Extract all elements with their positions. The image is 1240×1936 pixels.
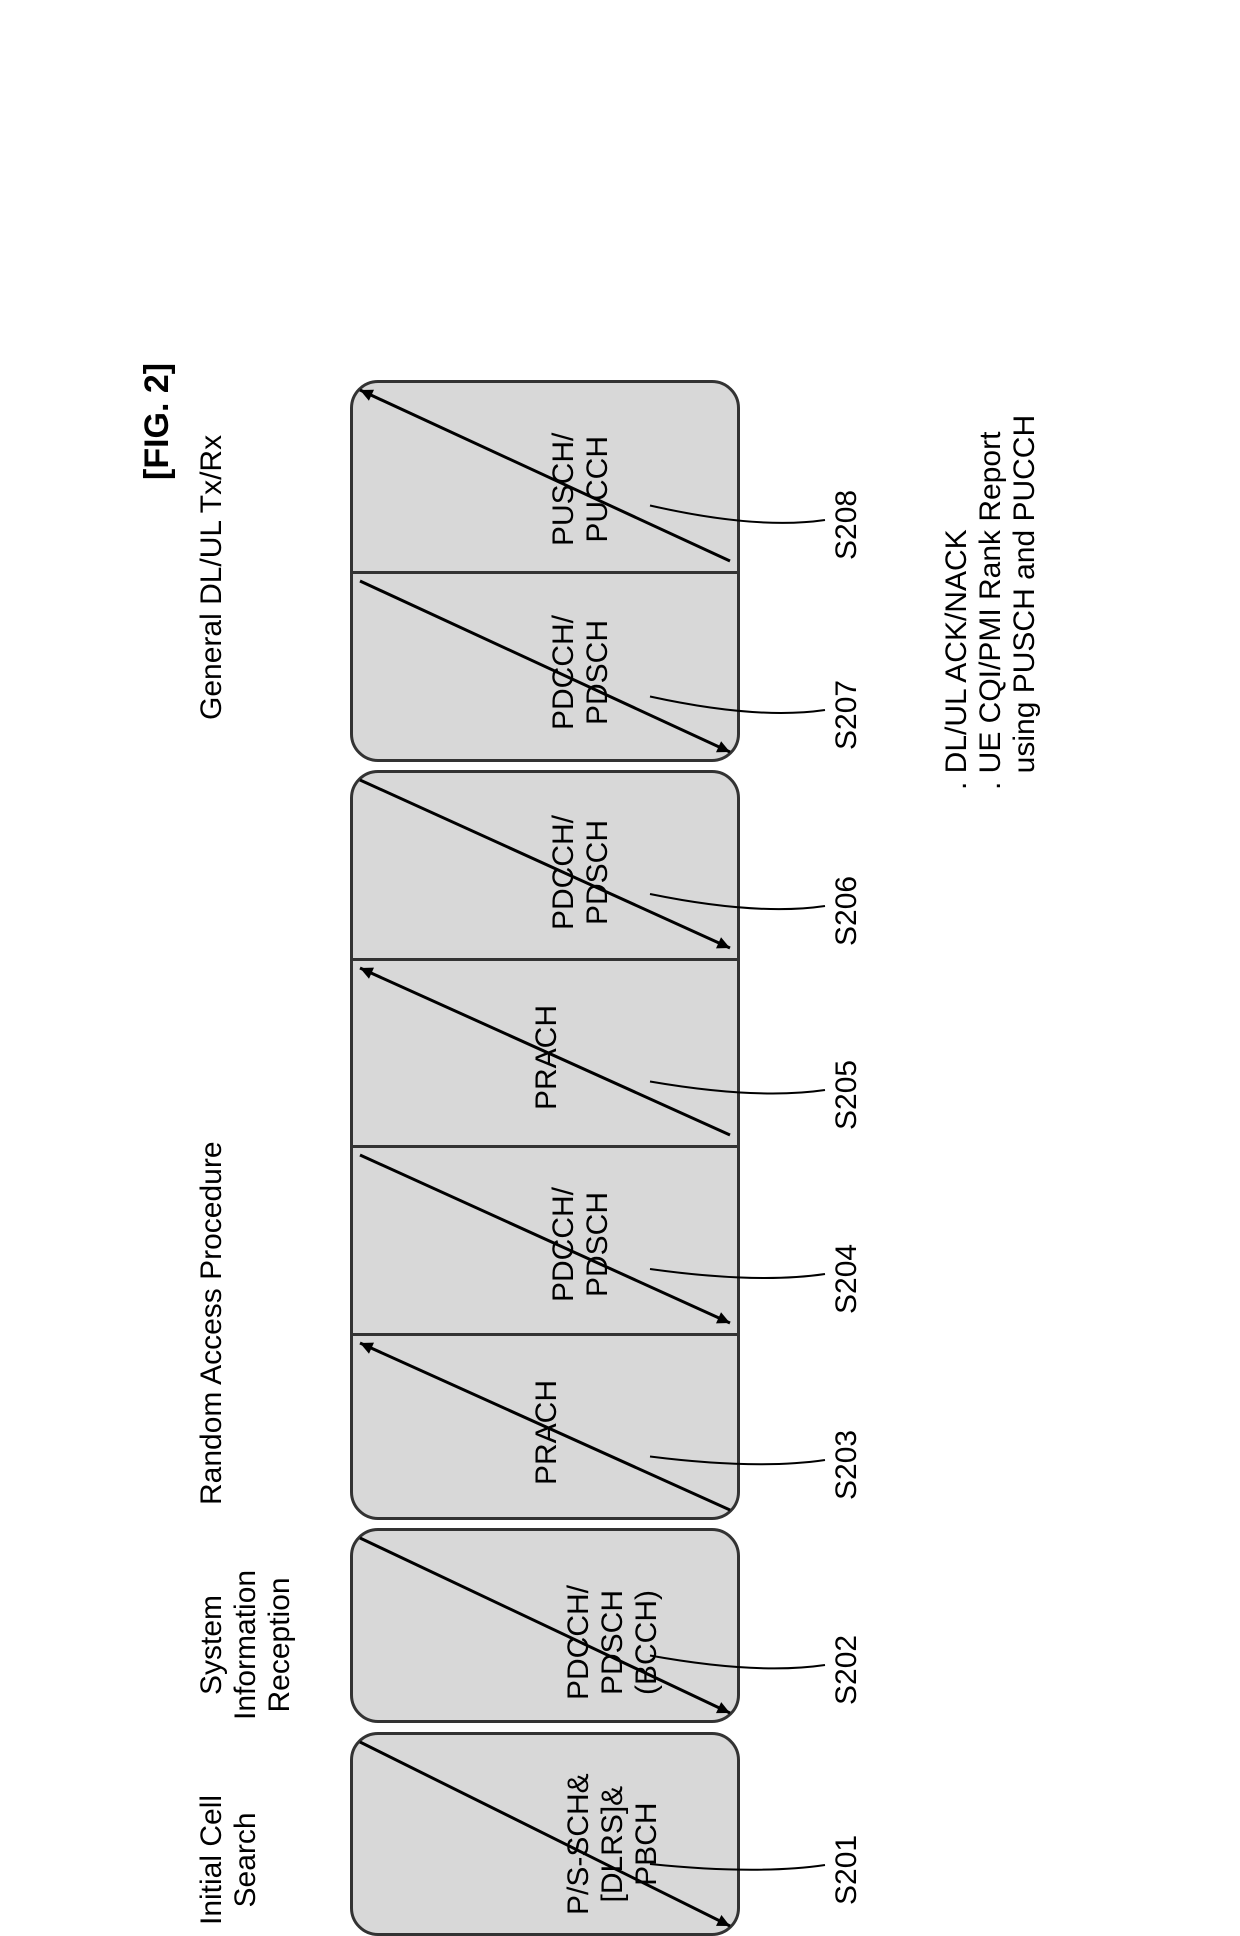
channel-label: PDCCH/ PDSCH [547, 1187, 615, 1302]
channel-label: PDCCH/ PDSCH [547, 815, 615, 930]
footer-notes: . DL/UL ACK/NACK . UE CQI/PMI Rank Repor… [940, 415, 1042, 790]
channel-label: PUSCH/ PUCCH [547, 433, 615, 546]
step-label: S201 [830, 1835, 864, 1905]
channel-label: PDCCH/ PDSCH [547, 615, 615, 730]
channel-label: PRACH [530, 1380, 564, 1485]
figure-title: [FIG. 2] [138, 363, 177, 480]
step-label: S205 [830, 1060, 864, 1130]
phase-label: System Information Reception [195, 1570, 297, 1720]
box-divider [350, 958, 740, 961]
step-label: S208 [830, 490, 864, 560]
step-label: S203 [830, 1430, 864, 1500]
box-divider [350, 1145, 740, 1148]
channel-label: PDCCH/ PDSCH (BCCH) [562, 1585, 664, 1700]
step-label: S207 [830, 680, 864, 750]
box-divider [350, 1333, 740, 1336]
step-label: S204 [830, 1244, 864, 1314]
procedure-box [350, 1528, 740, 1723]
step-label: S202 [830, 1635, 864, 1705]
phase-label: Random Access Procedure [195, 1141, 229, 1505]
box-divider [350, 571, 740, 574]
phase-label: General DL/UL Tx/Rx [195, 435, 229, 720]
step-label: S206 [830, 876, 864, 946]
channel-label: PRACH [530, 1005, 564, 1110]
channel-label: P/S-SCH& [DLRS]& PBCH [562, 1773, 664, 1915]
phase-label: Initial Cell Search [195, 1795, 263, 1925]
procedure-box [350, 1732, 740, 1936]
